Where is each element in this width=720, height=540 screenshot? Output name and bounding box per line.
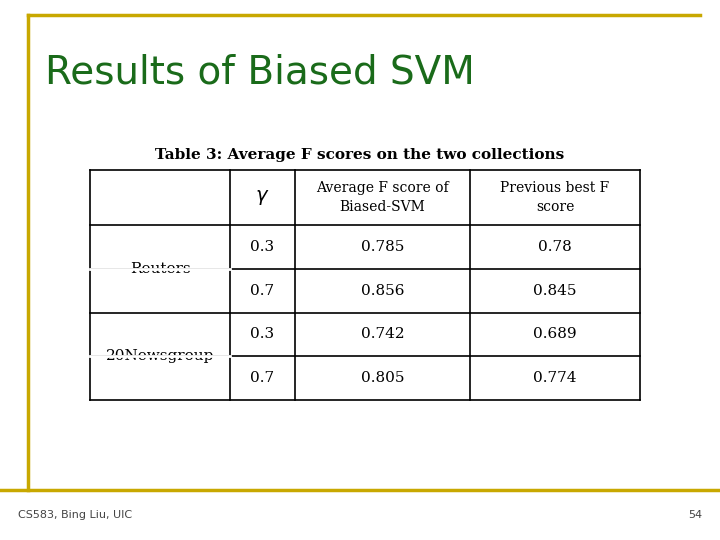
- Text: 0.3: 0.3: [251, 327, 274, 341]
- Text: 0.3: 0.3: [251, 240, 274, 254]
- Text: 0.78: 0.78: [538, 240, 572, 254]
- Text: 20Newsgroup: 20Newsgroup: [106, 349, 214, 363]
- Text: $\gamma$: $\gamma$: [256, 188, 270, 207]
- Text: 0.7: 0.7: [251, 284, 274, 298]
- Text: Results of Biased SVM: Results of Biased SVM: [45, 53, 474, 91]
- Text: 0.845: 0.845: [534, 284, 577, 298]
- Text: Average F score of
Biased-SVM: Average F score of Biased-SVM: [316, 181, 449, 214]
- Text: 0.742: 0.742: [361, 327, 405, 341]
- Text: 0.785: 0.785: [361, 240, 404, 254]
- Text: 0.7: 0.7: [251, 371, 274, 385]
- Text: 0.689: 0.689: [534, 327, 577, 341]
- Text: Table 3: Average F scores on the two collections: Table 3: Average F scores on the two col…: [156, 148, 564, 162]
- Text: Reuters: Reuters: [130, 262, 190, 276]
- Text: Previous best F
score: Previous best F score: [500, 181, 610, 214]
- Text: 54: 54: [688, 510, 702, 520]
- Text: 0.856: 0.856: [361, 284, 404, 298]
- Text: 0.774: 0.774: [534, 371, 577, 385]
- Text: 0.805: 0.805: [361, 371, 404, 385]
- Text: CS583, Bing Liu, UIC: CS583, Bing Liu, UIC: [18, 510, 132, 520]
